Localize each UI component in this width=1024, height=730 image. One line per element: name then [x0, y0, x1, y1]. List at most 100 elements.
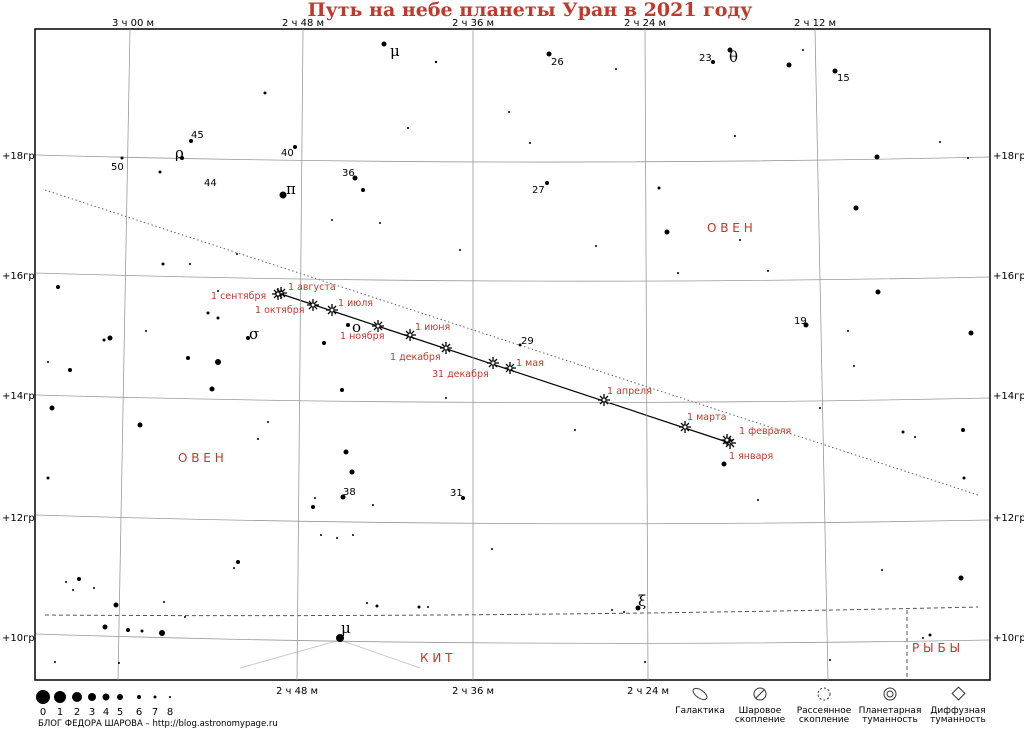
star: [102, 624, 108, 630]
dec-label: +12гр: [2, 513, 35, 524]
star: [336, 537, 338, 539]
star: [352, 175, 358, 181]
star: [137, 422, 143, 428]
date-label: 1 мая: [516, 358, 544, 369]
magnitude-dot: [54, 691, 66, 703]
star: [819, 407, 821, 409]
constellation-name: Р Ы Б Ы: [912, 641, 960, 655]
star: [145, 330, 147, 332]
dec-label: +10гр: [993, 633, 1024, 644]
star-label: π: [286, 180, 296, 198]
constellation-border: [44, 606, 979, 617]
star: [928, 633, 932, 637]
star: [340, 388, 344, 392]
star-label: 23: [699, 53, 712, 64]
asterism-line: [239, 639, 421, 669]
star: [875, 289, 881, 295]
star: [159, 630, 165, 636]
dec-grid-line: [35, 394, 990, 403]
star: [847, 330, 849, 332]
star: [922, 637, 924, 639]
star: [803, 322, 809, 328]
star: [427, 606, 429, 608]
star: [967, 157, 969, 159]
constellation-name: О В Е Н: [178, 451, 224, 465]
planetary-icon: [883, 687, 897, 701]
star: [279, 191, 287, 199]
star: [853, 365, 855, 367]
magnitude-label: 1: [57, 707, 63, 718]
uranus-marker: [329, 307, 335, 313]
magnitude-label: 2: [74, 707, 80, 718]
star-label: ξ: [638, 592, 646, 610]
star: [56, 285, 60, 289]
star: [518, 343, 522, 347]
star-label: 45: [191, 130, 204, 141]
magnitude-dot: [117, 694, 123, 700]
star: [508, 111, 510, 113]
star-label: 38: [343, 487, 356, 498]
star-label: 26: [551, 57, 564, 68]
star-label: θ: [729, 48, 738, 66]
star: [189, 263, 191, 265]
date-label: 1 октября: [255, 305, 304, 316]
magnitude-label: 4: [103, 707, 109, 718]
legend-label: туманность: [862, 715, 918, 725]
star: [93, 587, 95, 589]
dec-grid-line: [35, 272, 990, 282]
star: [657, 186, 661, 190]
star: [352, 534, 354, 536]
globular-icon: [753, 687, 767, 701]
star-label: 44: [204, 178, 217, 189]
star: [311, 505, 315, 509]
date-label: 1 апреля: [607, 386, 652, 397]
ra-label: 3 ч 00 м: [112, 18, 154, 29]
dec-label: +16гр: [993, 271, 1024, 282]
star: [874, 154, 880, 160]
star: [786, 62, 792, 68]
dec-grid-line: [35, 154, 990, 163]
star: [47, 361, 49, 363]
star-label: 31: [450, 488, 463, 499]
star: [434, 60, 438, 64]
star: [107, 335, 113, 341]
magnitude-label: 6: [136, 707, 142, 718]
star: [615, 68, 617, 70]
star: [574, 429, 576, 431]
star: [968, 330, 974, 336]
star: [72, 589, 74, 591]
star: [246, 336, 250, 340]
dec-grid-line: [35, 514, 990, 525]
magnitude-dot: [72, 692, 82, 702]
constellation-name: О В Е Н: [707, 221, 753, 235]
open-cluster-icon: [817, 687, 831, 701]
star: [140, 629, 144, 633]
uranus-marker: [407, 332, 413, 338]
star: [206, 311, 210, 315]
star: [184, 616, 186, 618]
star-label: 27: [532, 185, 545, 196]
ecliptic: [44, 189, 979, 496]
star-label: 36: [342, 168, 355, 179]
star: [331, 219, 333, 221]
date-label: 1 июля: [338, 298, 373, 309]
uranus-marker: [601, 397, 607, 403]
star: [68, 368, 72, 372]
star: [233, 567, 235, 569]
star: [349, 469, 355, 475]
star: [407, 127, 409, 129]
star: [209, 386, 215, 392]
magnitude-dot: [153, 695, 157, 699]
magnitude-label: 3: [89, 707, 95, 718]
star: [189, 139, 193, 143]
date-label: 1 февраля: [739, 426, 791, 437]
title: Путь на небе планеты Уран в 2021 году: [308, 0, 753, 21]
star: [361, 188, 365, 192]
dec-label: +10гр: [2, 633, 35, 644]
star: [161, 262, 165, 266]
star: [217, 290, 219, 292]
ra-label: 2 ч 12 м: [794, 18, 836, 29]
magnitude-label: 0: [40, 707, 46, 718]
star: [445, 397, 447, 399]
